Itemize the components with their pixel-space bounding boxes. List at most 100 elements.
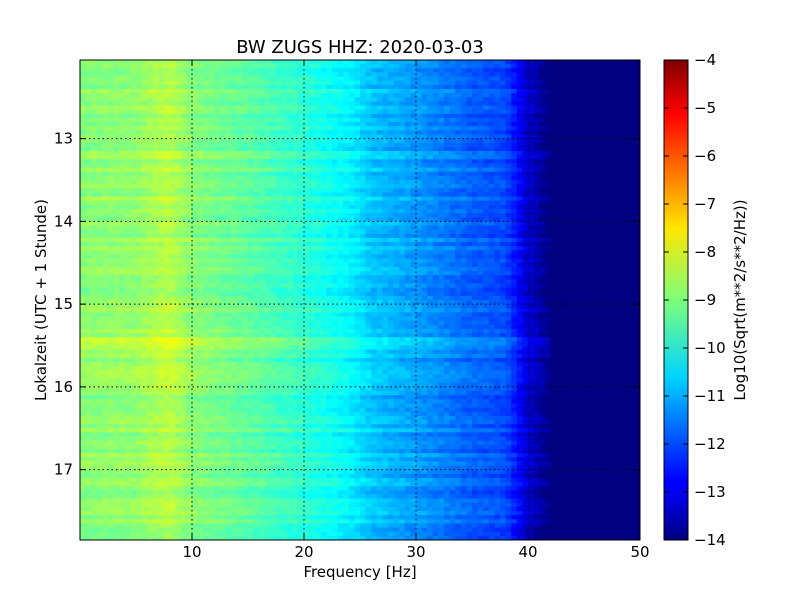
heatmap-cell [197,184,204,189]
heatmap-cell [634,159,640,165]
heatmap-cell [483,105,490,111]
heatmap-cell [477,97,484,102]
heatmap-cell [388,188,395,194]
heatmap-cell [572,122,579,127]
heatmap-cell [130,229,137,235]
heatmap-cell [589,105,596,111]
heatmap-cell [584,97,591,102]
heatmap-cell [606,146,613,152]
heatmap-cell [113,155,120,160]
heatmap-cell [164,180,171,185]
heatmap-cell [220,246,227,251]
heatmap-cell [427,233,434,239]
heatmap-cell [337,130,344,136]
heatmap-cell [225,229,232,235]
heatmap-cell [281,188,288,194]
heatmap-cell [208,151,215,156]
heatmap-cell [231,64,238,69]
heatmap-cell [522,217,529,222]
heatmap-cell [264,217,271,222]
heatmap-cell [533,192,540,198]
heatmap-cell [192,138,199,144]
heatmap-cell [595,217,602,222]
heatmap-cell [80,237,87,243]
heatmap-cell [595,113,602,119]
heatmap-cell [225,101,232,107]
heatmap-cell [292,80,299,86]
heatmap-cell [242,84,249,90]
heatmap-cell [91,171,98,177]
heatmap-cell [572,130,579,136]
heatmap-cell [186,159,193,165]
heatmap-cell [449,246,456,251]
heatmap-cell [242,138,249,144]
heatmap-cell [220,80,227,86]
heatmap-cell [455,138,462,144]
heatmap-cell [427,138,434,144]
heatmap-cell [472,88,479,94]
heatmap-cell [488,192,495,198]
heatmap-cell [236,126,243,131]
heatmap-cell [192,175,199,181]
heatmap-cell [578,117,585,123]
heatmap-cell [186,188,193,194]
heatmap-cell [444,180,451,185]
heatmap-cell [192,262,199,268]
heatmap-cell [438,192,445,198]
heatmap-cell [427,117,434,123]
heatmap-cell [432,200,439,206]
heatmap-cell [584,200,591,206]
heatmap-cell [371,242,378,247]
heatmap-cell [147,221,154,227]
heatmap-cell [511,122,518,127]
heatmap-cell [550,97,557,102]
heatmap-cell [225,217,232,222]
heatmap-cell [264,167,271,173]
heatmap-cell [158,88,165,94]
heatmap-cell [438,221,445,227]
heatmap-cell [169,105,176,111]
heatmap-cell [337,88,344,94]
heatmap-cell [180,246,187,251]
heatmap-cell [119,60,126,65]
heatmap-cell [253,184,260,189]
heatmap-cell [617,146,624,152]
heatmap-cell [410,167,417,173]
heatmap-cell [158,225,165,231]
heatmap-cell [477,101,484,107]
heatmap-cell [113,184,120,189]
heatmap-cell [528,246,535,251]
heatmap-cell [612,72,619,78]
heatmap-cell [264,76,271,82]
heatmap-cell [483,167,490,173]
heatmap-cell [147,60,154,65]
heatmap-cell [466,93,473,98]
heatmap-cell [175,130,182,136]
heatmap-cell [556,84,563,90]
heatmap-cell [550,88,557,94]
heatmap-cell [488,242,495,247]
heatmap-cell [354,229,361,235]
heatmap-cell [488,167,495,173]
heatmap-cell [91,262,98,268]
heatmap-cell [449,105,456,111]
heatmap-cell [477,151,484,156]
heatmap-cell [460,64,467,69]
heatmap-cell [287,196,294,202]
heatmap-cell [438,72,445,78]
heatmap-cell [488,180,495,185]
heatmap-cell [236,155,243,160]
heatmap-cell [136,93,143,98]
heatmap-cell [91,105,98,111]
heatmap-cell [572,242,579,247]
heatmap-cell [589,101,596,107]
heatmap-cell [584,167,591,173]
heatmap-cell [365,122,372,127]
heatmap-cell [192,258,199,264]
heatmap-cell [612,213,619,218]
heatmap-cell [421,192,428,198]
heatmap-cell [438,200,445,206]
heatmap-cell [113,130,120,136]
heatmap-cell [136,225,143,231]
heatmap-cell [410,229,417,235]
